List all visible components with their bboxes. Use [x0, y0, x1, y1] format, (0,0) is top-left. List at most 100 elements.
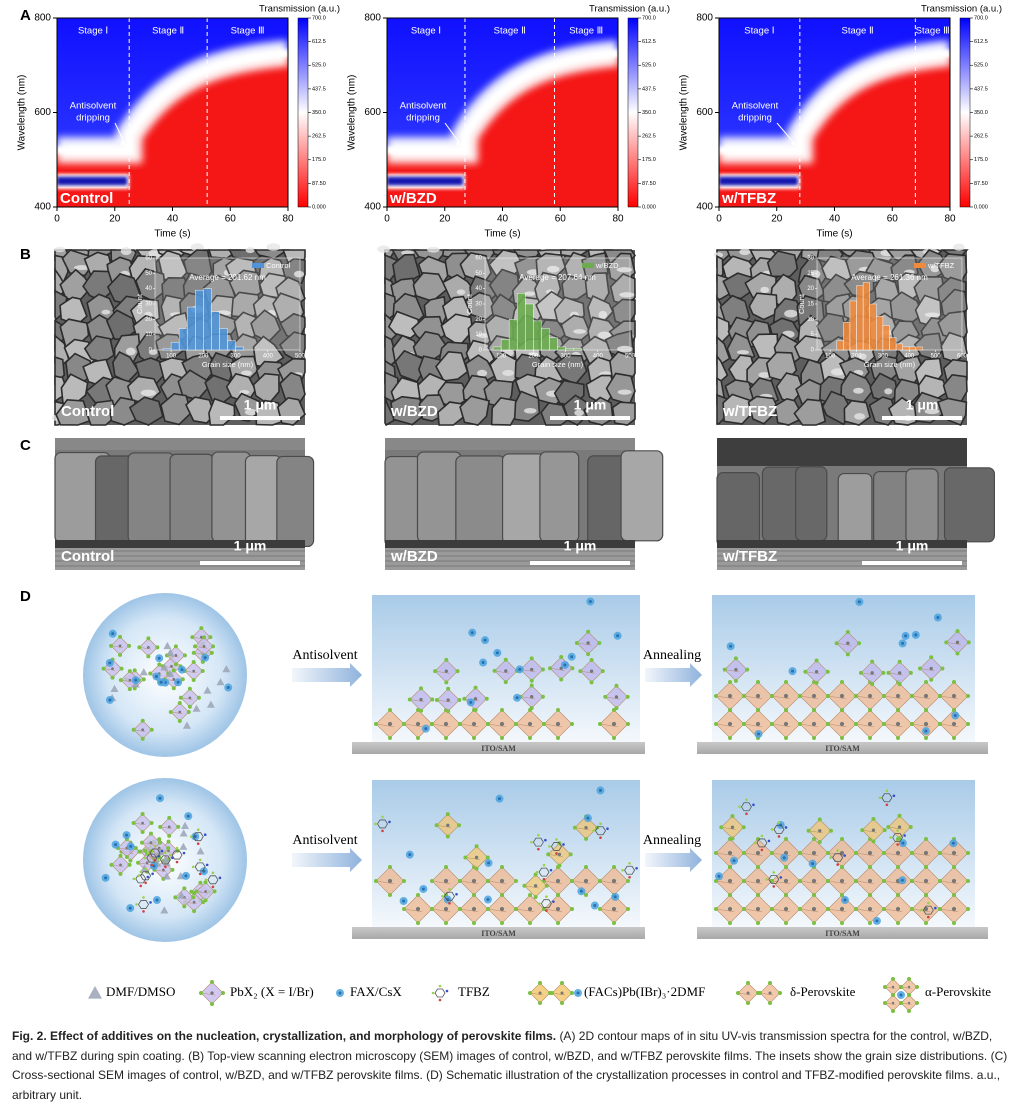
grain: [748, 292, 779, 321]
halide-atom: [533, 895, 538, 900]
lead-atom: [111, 667, 114, 670]
x-axis-label: Grain size (nm): [864, 360, 916, 369]
octahedron-edge: [465, 857, 480, 860]
halide-atom: [728, 921, 732, 925]
halide-atom: [187, 686, 192, 691]
lead-atom: [897, 671, 902, 675]
histogram-bar: [849, 300, 857, 351]
octahedron-edge: [721, 827, 736, 830]
halide-atom: [528, 893, 532, 897]
lead-atom: [170, 664, 173, 668]
tfbz-atom: [545, 895, 548, 898]
cation-core: [914, 633, 918, 637]
halide-atom: [868, 921, 872, 925]
substrate: [352, 742, 645, 754]
sem-image: [51, 243, 306, 426]
solvent-triangle: [160, 663, 169, 671]
octahedron-edge: [939, 908, 959, 913]
colorbar-tick-label: 175.0: [642, 157, 656, 163]
lead-atom: [119, 863, 122, 867]
halide-atom: [141, 677, 146, 682]
histogram-bar: [533, 320, 542, 351]
scale-bar-label: 1 μm: [574, 397, 607, 413]
halide-atom: [419, 708, 424, 713]
halide-atom: [140, 840, 145, 845]
halide-atom: [881, 670, 886, 675]
lead-atom: [210, 991, 214, 995]
halide-atom: [529, 656, 534, 661]
octahedron-edge: [743, 908, 763, 913]
tfbz-atom: [144, 867, 147, 871]
lead-atom: [746, 991, 750, 995]
y-tick-label: 30: [145, 302, 152, 308]
lead-atom: [471, 878, 477, 884]
tfbz-atom: [885, 789, 889, 793]
cation-core: [782, 856, 786, 860]
colorbar-tick-label: 525.0: [642, 63, 656, 69]
halide-atom: [814, 658, 819, 663]
grain: [390, 395, 424, 426]
halide-atom: [485, 855, 490, 860]
halide-atom: [542, 722, 546, 726]
tfbz-atom: [139, 870, 143, 874]
grain-highlight: [617, 345, 633, 353]
x-tick-label: 100: [825, 354, 836, 360]
scale-bar: [530, 561, 630, 565]
halide-atom: [177, 718, 182, 723]
octahedron-edge: [827, 695, 847, 700]
halide-atom: [457, 823, 462, 828]
grain-highlight: [377, 245, 390, 253]
histogram-bar: [836, 340, 844, 351]
tfbz-atom: [175, 860, 179, 864]
halide-atom: [742, 722, 746, 726]
histogram-bar: [195, 289, 204, 351]
stage-label: Stage Ⅰ: [78, 26, 108, 37]
cation-core: [134, 678, 138, 682]
halide-atom: [736, 991, 740, 995]
tfbz-atom: [157, 858, 160, 862]
tfbz-atom: [927, 901, 930, 905]
histogram-bar: [557, 346, 566, 351]
top-vacuum: [717, 438, 967, 466]
halide-atom: [166, 846, 171, 851]
tfbz-atom: [934, 906, 937, 910]
halide-atom: [798, 907, 802, 911]
colorbar-tick-label: 0.000: [974, 204, 988, 210]
octahedron-edge: [911, 723, 931, 728]
halide-atom: [584, 836, 589, 841]
halide-atom: [857, 641, 862, 646]
halide-atom: [182, 886, 187, 891]
annotation-arrowhead: [455, 140, 462, 147]
octahedron-edge: [911, 880, 931, 885]
y-tick-label: 10: [145, 332, 152, 338]
halide-atom: [444, 657, 449, 662]
halide-atom: [812, 893, 816, 897]
halide-atom: [458, 879, 462, 883]
annotation: dripping: [738, 113, 772, 124]
halide-atom: [570, 722, 574, 726]
histogram-bar: [573, 348, 582, 351]
cation-core: [901, 641, 905, 645]
octahedron-edge: [827, 908, 847, 913]
halide-atom: [457, 697, 462, 702]
halide-atom: [938, 879, 942, 883]
cation-core: [184, 874, 188, 878]
tfbz-atom: [153, 844, 157, 848]
lead-atom: [555, 906, 561, 912]
halide-atom: [136, 860, 141, 865]
tfbz-atom: [920, 908, 923, 912]
halide-atom: [840, 680, 844, 684]
annotation: dripping: [76, 113, 110, 124]
halide-atom: [955, 629, 960, 634]
tfbz-atom: [927, 915, 930, 919]
halide-atom: [528, 991, 532, 995]
halide-atom: [742, 907, 746, 911]
tfbz-atom: [836, 849, 839, 852]
lead-atom: [839, 906, 845, 912]
histogram-bar: [508, 319, 518, 351]
halide-atom: [758, 991, 762, 995]
halide-atom: [938, 694, 942, 698]
halide-atom: [194, 889, 199, 894]
lead-atom: [471, 721, 477, 727]
octahedron-edge: [911, 695, 931, 700]
